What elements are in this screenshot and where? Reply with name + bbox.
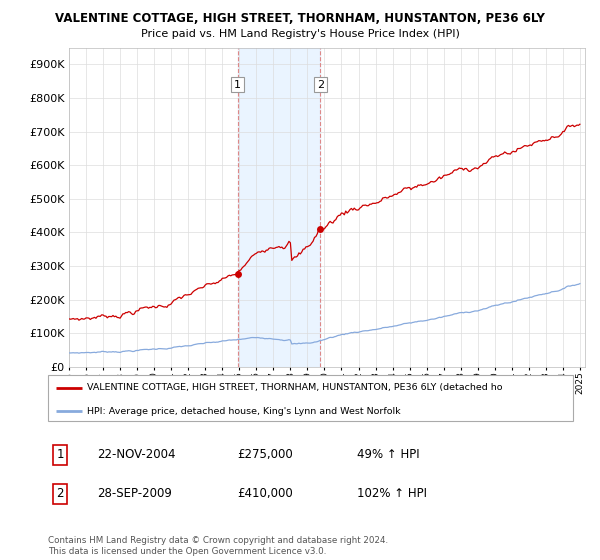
Text: VALENTINE COTTAGE, HIGH STREET, THORNHAM, HUNSTANTON, PE36 6LY: VALENTINE COTTAGE, HIGH STREET, THORNHAM… bbox=[55, 12, 545, 25]
Text: 2: 2 bbox=[56, 487, 64, 501]
Text: £410,000: £410,000 bbox=[237, 487, 293, 501]
FancyBboxPatch shape bbox=[48, 375, 573, 421]
Text: Price paid vs. HM Land Registry's House Price Index (HPI): Price paid vs. HM Land Registry's House … bbox=[140, 29, 460, 39]
Text: 1: 1 bbox=[234, 80, 241, 90]
Text: 49% ↑ HPI: 49% ↑ HPI bbox=[357, 448, 419, 461]
Text: 102% ↑ HPI: 102% ↑ HPI bbox=[357, 487, 427, 501]
Text: 28-SEP-2009: 28-SEP-2009 bbox=[97, 487, 172, 501]
Text: Contains HM Land Registry data © Crown copyright and database right 2024.
This d: Contains HM Land Registry data © Crown c… bbox=[48, 536, 388, 556]
Text: 2: 2 bbox=[317, 80, 324, 90]
Text: VALENTINE COTTAGE, HIGH STREET, THORNHAM, HUNSTANTON, PE36 6LY (detached ho: VALENTINE COTTAGE, HIGH STREET, THORNHAM… bbox=[88, 383, 503, 392]
Bar bbox=[238, 48, 320, 367]
Text: £275,000: £275,000 bbox=[237, 448, 293, 461]
Text: 22-NOV-2004: 22-NOV-2004 bbox=[97, 448, 176, 461]
Text: HPI: Average price, detached house, King's Lynn and West Norfolk: HPI: Average price, detached house, King… bbox=[88, 407, 401, 416]
Text: 1: 1 bbox=[56, 448, 64, 461]
